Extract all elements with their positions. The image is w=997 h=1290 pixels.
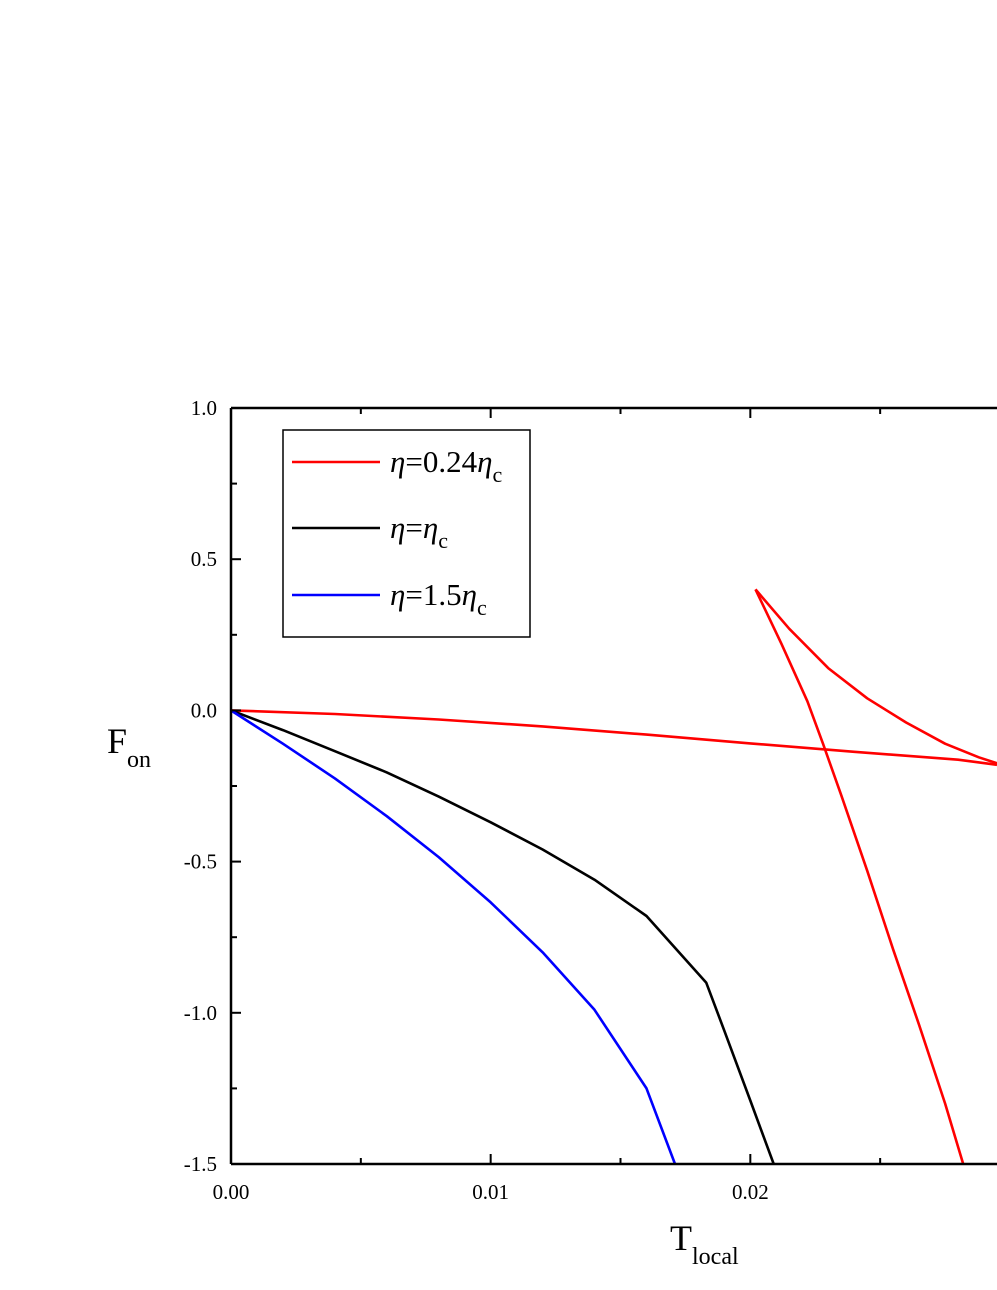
series-line-1-0 xyxy=(231,709,775,1164)
series-line-0-0 xyxy=(231,709,997,767)
legend-label-2: η=1.5ηc xyxy=(390,577,487,620)
x-tick-label: 0.02 xyxy=(732,1180,769,1204)
x-tick-label: 0.00 xyxy=(213,1180,250,1204)
y-tick-label: 0.5 xyxy=(191,547,217,571)
series-line-2-0 xyxy=(231,709,677,1164)
series-line-0-1 xyxy=(754,588,965,1164)
legend-label-1: η=ηc xyxy=(390,510,448,553)
legend-box xyxy=(282,429,531,638)
y-tick-label: 0.0 xyxy=(191,698,217,722)
y-tick-label: -1.0 xyxy=(184,1001,217,1025)
series-layer xyxy=(231,588,997,1164)
y-tick-label: -1.5 xyxy=(184,1152,217,1176)
x-tick-label: 0.01 xyxy=(472,1180,509,1204)
y-tick-label: -0.5 xyxy=(184,850,217,874)
y-tick-label: 1.0 xyxy=(191,396,217,420)
tick-layer: 0.00 0.01 0.02 1.0 0.5 0.0 -0.5 -1.0 -1.5 xyxy=(184,396,882,1204)
y-axis-title: Fon xyxy=(107,721,151,773)
legend: η=0.24ηc η=ηc η=1.5ηc xyxy=(282,429,531,638)
x-axis-title: Tlocal xyxy=(670,1218,739,1270)
series-line-0-2 xyxy=(754,588,997,765)
legend-label-0: η=0.24ηc xyxy=(390,444,503,487)
